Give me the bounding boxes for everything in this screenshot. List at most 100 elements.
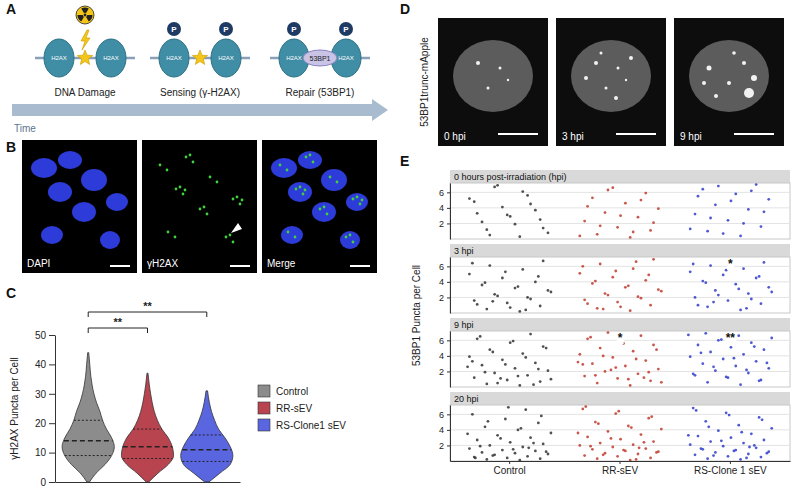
x-axis-tick: RR-sEV	[602, 461, 638, 476]
y-axis-tick: 6	[439, 336, 450, 346]
point	[484, 425, 487, 428]
violin	[181, 391, 233, 482]
point	[709, 351, 712, 354]
point	[586, 205, 589, 208]
point	[583, 375, 586, 378]
point	[514, 287, 517, 290]
point	[591, 362, 594, 365]
point	[649, 456, 652, 459]
point	[529, 298, 532, 301]
nucleus	[41, 226, 63, 244]
point	[479, 445, 482, 448]
point	[712, 301, 715, 304]
point	[624, 202, 627, 205]
grid-line	[450, 445, 790, 446]
point	[763, 348, 766, 351]
point	[619, 214, 622, 217]
y-axis-tick-label: 6	[439, 336, 444, 346]
point	[532, 383, 535, 386]
point	[657, 288, 660, 291]
point	[700, 351, 703, 354]
timepoint-label: 0 hpi	[444, 131, 466, 142]
point	[468, 447, 471, 450]
focus	[179, 186, 182, 189]
significance-label: *	[728, 257, 733, 271]
point	[635, 358, 638, 361]
legend-swatch	[258, 385, 270, 397]
damage-site	[192, 50, 207, 64]
punctum	[476, 61, 480, 65]
grid-line	[450, 207, 790, 208]
phospho-group	[339, 22, 353, 36]
point	[602, 354, 605, 357]
point	[539, 457, 542, 460]
point	[487, 420, 490, 423]
nucleosome	[211, 39, 241, 77]
point	[657, 368, 660, 371]
point	[524, 308, 527, 311]
point	[730, 199, 733, 202]
y-axis: 01020304050	[35, 330, 56, 488]
point	[466, 365, 469, 368]
point	[629, 459, 632, 461]
point	[611, 276, 614, 279]
scale-bar	[230, 265, 250, 267]
focus	[359, 203, 362, 206]
point	[714, 369, 717, 372]
focus	[166, 169, 169, 172]
point	[591, 196, 594, 199]
point	[614, 412, 617, 415]
point	[586, 435, 589, 438]
point	[649, 229, 652, 232]
y-axis-line	[450, 332, 451, 388]
point	[506, 301, 509, 304]
point	[624, 286, 627, 289]
panel-label: D	[400, 1, 410, 17]
point	[599, 263, 602, 266]
nucleus	[321, 169, 347, 191]
point	[547, 231, 550, 234]
x-axis-tick-label: RR-sEV	[602, 465, 638, 476]
focus	[203, 206, 206, 209]
histone-label: H2AX	[166, 55, 182, 61]
scale-bar	[734, 133, 774, 135]
point	[476, 212, 479, 215]
point	[637, 372, 640, 375]
nucleus	[72, 202, 96, 222]
point	[485, 382, 488, 385]
violin	[62, 353, 114, 482]
focus	[232, 198, 235, 201]
focus	[206, 213, 209, 216]
point	[583, 298, 586, 301]
point	[550, 432, 553, 435]
focus	[299, 186, 302, 189]
x-axis: ControlRR-sEVRS-Clone 1 sEV	[451, 461, 791, 476]
y-axis-tick-mark	[447, 414, 450, 415]
point	[640, 199, 643, 202]
y-axis-title: γH2AX Puncta per Cell	[9, 357, 20, 459]
x-axis-tick: RS-Clone 1 sEV	[694, 461, 767, 476]
micrograph: DAPI	[22, 140, 137, 273]
point	[542, 442, 545, 445]
point	[697, 435, 700, 438]
punctum	[714, 94, 718, 98]
significance-label: **	[726, 331, 736, 345]
y-axis-tick-label: 30	[35, 389, 47, 400]
point	[629, 236, 632, 239]
radiation-icon	[84, 14, 87, 17]
legend: ControlRR-sEVRS-Clone1 sEV	[258, 385, 346, 431]
point	[493, 372, 496, 375]
phospho-group	[287, 22, 301, 36]
point	[694, 213, 697, 216]
y-axis: 246	[439, 332, 451, 388]
point	[753, 345, 756, 348]
y-axis-tick-mark	[447, 340, 450, 341]
point	[747, 292, 750, 295]
nucleus	[48, 182, 72, 202]
point	[491, 351, 494, 354]
point	[770, 427, 773, 430]
focus	[326, 213, 329, 216]
point	[760, 456, 763, 459]
point	[761, 418, 764, 421]
y-axis: 246	[439, 184, 451, 240]
